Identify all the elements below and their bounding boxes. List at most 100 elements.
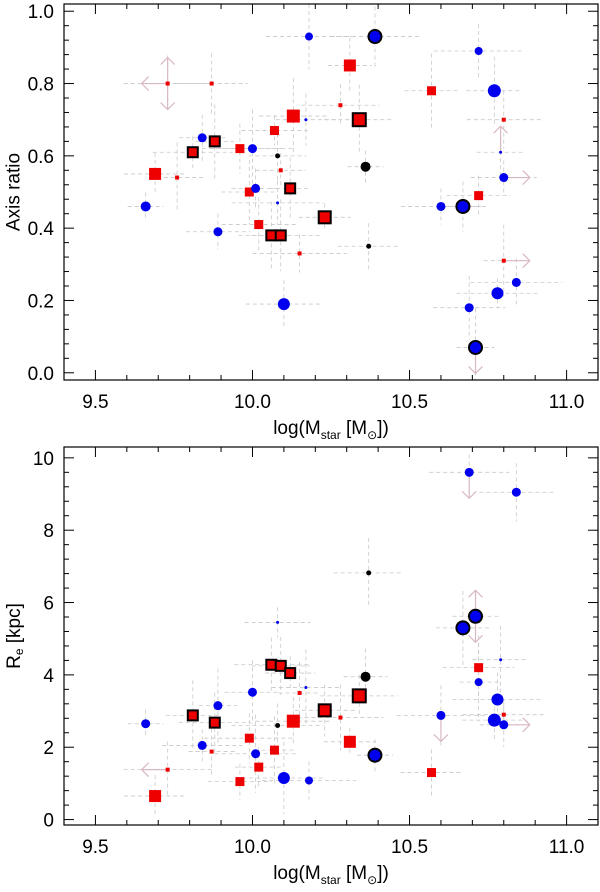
data-point-square (427, 768, 437, 778)
data-point-square (235, 777, 245, 787)
data-point-circle (141, 719, 151, 729)
data-point-circle (276, 620, 280, 624)
limit-arrowhead-right (522, 170, 531, 185)
errorbars-top (123, 4, 563, 380)
data-point-square (208, 135, 221, 148)
panel-bottom: 9.5 10.0 10.5 11.0 0 2 4 6 8 10 log(Mstar [M⊙]) R… (4, 446, 599, 887)
data-point-square (254, 220, 264, 230)
limit-arrowhead-right (522, 253, 531, 269)
limit-arrowhead-left (140, 762, 150, 778)
data-point-square (209, 81, 214, 86)
data-point-circle (464, 303, 474, 313)
limit-arrowhead-down (160, 102, 176, 111)
ticks-top: 9.5 10.0 10.5 11.0 0.0 0.2 0.4 0.6 0.8 1.0 (28, 2, 599, 413)
y-tick-label: 6 (43, 594, 54, 615)
data-point-square (317, 703, 332, 718)
data-point-square (338, 103, 343, 108)
y-tick-label: 10 (33, 449, 54, 470)
points-bottom (141, 467, 521, 803)
ticks-bottom: 9.5 10.0 10.5 11.0 0 2 4 6 8 10 (33, 447, 599, 858)
x-tick-label: 10.0 (234, 392, 271, 413)
data-point-circle (455, 198, 471, 214)
data-point-square (501, 258, 506, 263)
data-point-circle (197, 740, 207, 750)
limit-arrowhead-down (468, 634, 483, 644)
data-point-circle (140, 201, 151, 212)
data-point-circle (360, 671, 371, 682)
data-point-square (186, 146, 199, 159)
y-tick-label: 0.6 (28, 147, 54, 168)
data-point-circle (304, 118, 308, 122)
data-point-square (186, 709, 199, 722)
limit-arrows-bottom (140, 472, 531, 778)
data-point-circle (276, 201, 280, 205)
data-point-circle (487, 84, 501, 98)
data-point-square (351, 112, 367, 128)
data-point-circle (197, 133, 207, 143)
data-point-circle (305, 776, 314, 785)
y-tick-label: 0.4 (28, 219, 55, 240)
y-tick-label: 0.0 (28, 364, 54, 385)
data-point-square (149, 167, 162, 180)
data-point-square (286, 714, 300, 728)
data-point-circle (213, 701, 223, 711)
data-point-square (175, 175, 180, 180)
data-point-square (278, 168, 283, 173)
x-tick-label: 10.5 (391, 392, 428, 413)
y-tick-label: 2 (43, 738, 54, 759)
data-point-circle (499, 658, 503, 662)
data-point-circle (251, 749, 261, 759)
data-point-square (297, 251, 302, 256)
data-point-square (274, 229, 287, 242)
limit-arrowhead-down (468, 366, 483, 375)
y-tick-label: 4 (43, 666, 54, 687)
data-point-circle (511, 277, 521, 287)
data-point-circle (277, 298, 290, 311)
data-point-circle (464, 467, 474, 477)
data-point-circle (305, 32, 314, 41)
data-point-circle (367, 747, 383, 763)
data-point-square (165, 767, 170, 772)
panel-top: 9.5 10.0 10.5 11.0 0.0 0.2 0.4 0.6 0.8 1.0 log(Ms… (4, 2, 599, 442)
data-point-circle (247, 687, 257, 697)
x-axis-label-bottom: log(Mstar [M⊙]) (273, 863, 389, 887)
data-point-circle (247, 144, 257, 154)
x-tick-label: 9.5 (82, 837, 108, 858)
y-tick-label: 1.0 (28, 2, 54, 23)
y-tick-label: 0.8 (28, 75, 54, 96)
x-tick-label: 11.0 (549, 837, 585, 858)
data-point-circle (436, 201, 446, 211)
data-point-square (501, 117, 506, 122)
data-point-circle (467, 339, 483, 355)
data-point-circle (304, 686, 308, 690)
limit-arrowhead-up (160, 56, 176, 65)
data-point-square (343, 59, 356, 72)
y-tick-label: 0.2 (28, 291, 54, 312)
data-point-square (501, 712, 506, 717)
data-point-square (244, 187, 254, 197)
data-point-square (317, 210, 332, 225)
plot-frame-top (63, 3, 599, 381)
data-point-circle (455, 620, 471, 636)
data-point-square (284, 667, 297, 680)
data-point-square (343, 735, 356, 748)
data-point-circle (366, 570, 372, 576)
data-point-square (254, 762, 264, 772)
data-point-square (297, 690, 302, 695)
data-point-square (474, 663, 484, 673)
y-tick-label: 0 (43, 811, 54, 832)
data-point-circle (474, 678, 483, 687)
data-point-circle (275, 153, 281, 159)
y-tick-label: 8 (43, 521, 54, 542)
data-point-square (165, 81, 170, 86)
x-axis-label-top: log(Mstar [M⊙]) (273, 418, 389, 442)
limit-arrowhead-right (522, 717, 531, 733)
data-point-square (274, 659, 287, 672)
x-tick-label: 10.5 (391, 837, 428, 858)
data-point-circle (474, 47, 483, 55)
data-point-circle (213, 227, 223, 237)
data-point-circle (487, 713, 501, 727)
limit-arrowhead-up (468, 589, 483, 598)
y-axis-label-bottom: Re [kpc] (4, 603, 27, 669)
